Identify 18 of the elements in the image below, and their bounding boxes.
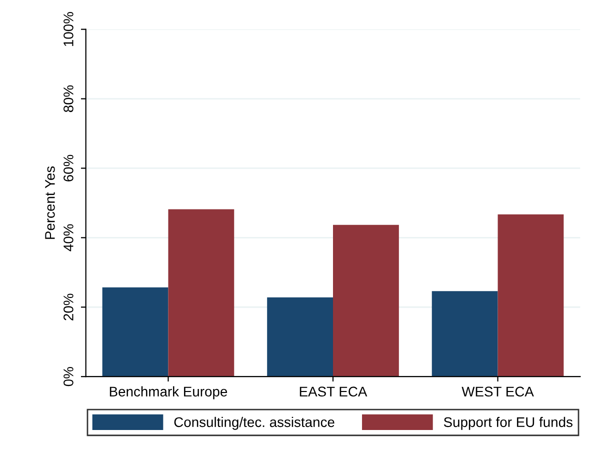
y-tick-label: 0% (64, 367, 74, 386)
y-tick-label: 80% (64, 85, 74, 112)
y-tick-label: 40% (64, 224, 74, 252)
y-tick-label: 60% (64, 154, 74, 182)
x-tick-label: WEST ECA (462, 386, 534, 397)
y-tick-label: 100% (64, 12, 74, 46)
bar (333, 224, 399, 377)
x-tick-label: EAST ECA (300, 386, 368, 397)
y-tick-label: 20% (64, 294, 74, 320)
bar (498, 214, 564, 377)
bar (168, 209, 234, 377)
legend-label: Consulting/tec. assistance (174, 416, 334, 430)
legend-label: Support for EU funds (444, 416, 572, 430)
bar (102, 287, 168, 377)
y-axis-title: Percent Yes (45, 166, 55, 239)
bar (267, 297, 333, 377)
x-tick-label: Benchmark Europe (110, 386, 228, 400)
bar (432, 291, 498, 377)
